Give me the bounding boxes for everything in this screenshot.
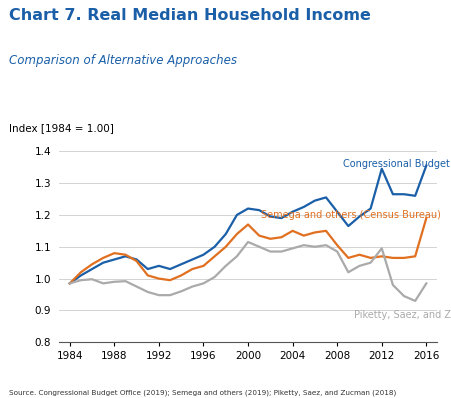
Text: Semega and others (Census Bureau): Semega and others (Census Bureau) <box>262 210 441 220</box>
Text: Source. Congressional Budget Office (2019); Semega and others (2019); Piketty, S: Source. Congressional Budget Office (201… <box>9 390 396 396</box>
Text: Chart 7. Real Median Household Income: Chart 7. Real Median Household Income <box>9 8 371 23</box>
Text: Index [1984 = 1.00]: Index [1984 = 1.00] <box>9 123 114 133</box>
Text: Comparison of Alternative Approaches: Comparison of Alternative Approaches <box>9 54 237 67</box>
Text: Congressional Budget Office: Congressional Budget Office <box>343 159 451 169</box>
Text: Piketty, Saez, and Zucman: Piketty, Saez, and Zucman <box>354 310 451 320</box>
